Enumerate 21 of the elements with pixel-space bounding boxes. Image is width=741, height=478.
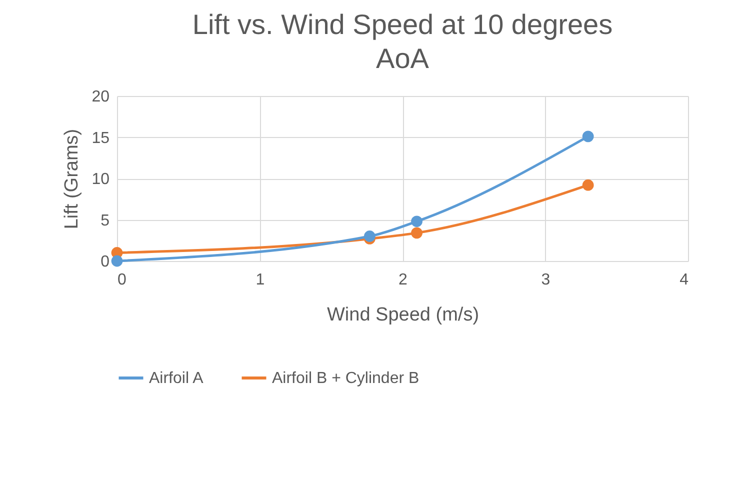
x-tick-label: 3 [541,272,550,288]
point [582,130,594,142]
point [411,216,422,228]
x-tick-label: 1 [256,272,265,288]
x-axis-title: Wind Speed (m/s) [326,304,480,326]
y-tick-label: 10 [92,171,110,188]
point [364,230,376,242]
legend-label: Airfoil A [149,370,204,387]
point [582,179,594,191]
y-tick-label: 0 [100,254,110,270]
x-tick-label: 2 [398,272,408,288]
point [411,227,422,239]
x-tick-label: 0 [118,272,126,288]
chart-title: Lift vs. Wind Speed at 10 degrees AoA [192,9,613,74]
y-axis-title: Lift (Grams) [62,128,83,230]
y-tick-label: 20 [92,88,110,106]
y-tick-label: 15 [92,130,110,147]
y-tick-label: 5 [100,212,110,230]
x-tick-label: 4 [680,272,689,288]
legend-label: Airfoil B + Cylinder B [272,370,420,387]
point [111,255,123,267]
